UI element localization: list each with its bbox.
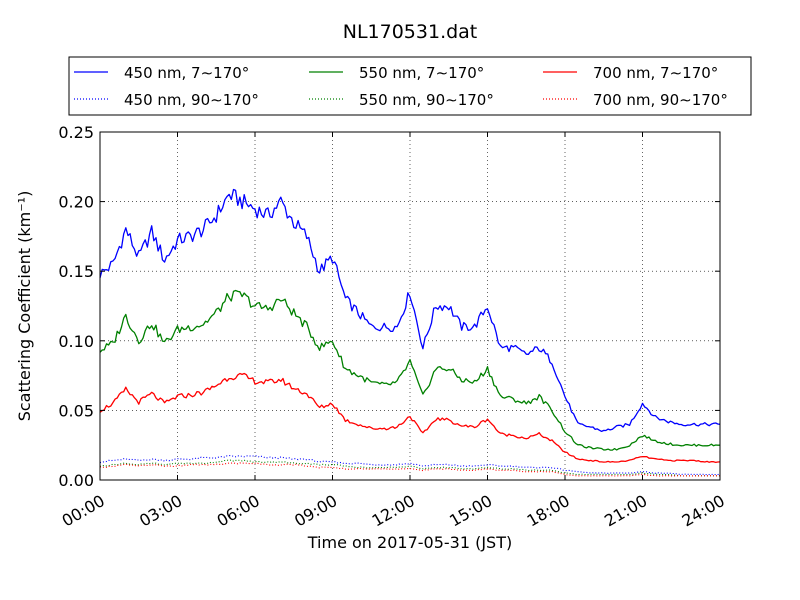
y-tick-label: 0.25: [58, 123, 94, 142]
y-tick-label: 0.15: [58, 262, 94, 281]
grid: [100, 132, 720, 480]
legend-label-4: 700 nm, 7∼170°: [593, 64, 718, 82]
series-group: [99, 188, 721, 477]
y-tick-label: 0.05: [58, 401, 94, 420]
legend: 450 nm, 7∼170° 450 nm, 90∼170° 550 nm, 7∼1…: [68, 56, 752, 116]
series-line-1: [99, 455, 721, 476]
legend-label-5: 700 nm, 90∼170°: [593, 91, 728, 109]
y-tick-label: 0.20: [58, 193, 94, 212]
chart-title: NL170531.dat: [343, 21, 478, 43]
x-axis-label: Time on 2017-05-31 (JST): [307, 533, 512, 552]
series-line-2: [99, 289, 720, 451]
legend-label-0: 450 nm, 7∼170°: [124, 64, 249, 82]
y-axis-label: Scattering Coefficient (km⁻¹): [15, 191, 34, 422]
y-tick-label: 0.00: [58, 471, 94, 490]
legend-label-2: 550 nm, 7∼170°: [359, 64, 484, 82]
series-line-4: [99, 372, 721, 464]
legend-box: [68, 56, 752, 116]
legend-label-1: 450 nm, 90∼170°: [124, 91, 259, 109]
series-line-0: [99, 188, 721, 433]
legend-label-3: 550 nm, 90∼170°: [359, 91, 494, 109]
y-tick-label: 0.10: [58, 332, 94, 351]
